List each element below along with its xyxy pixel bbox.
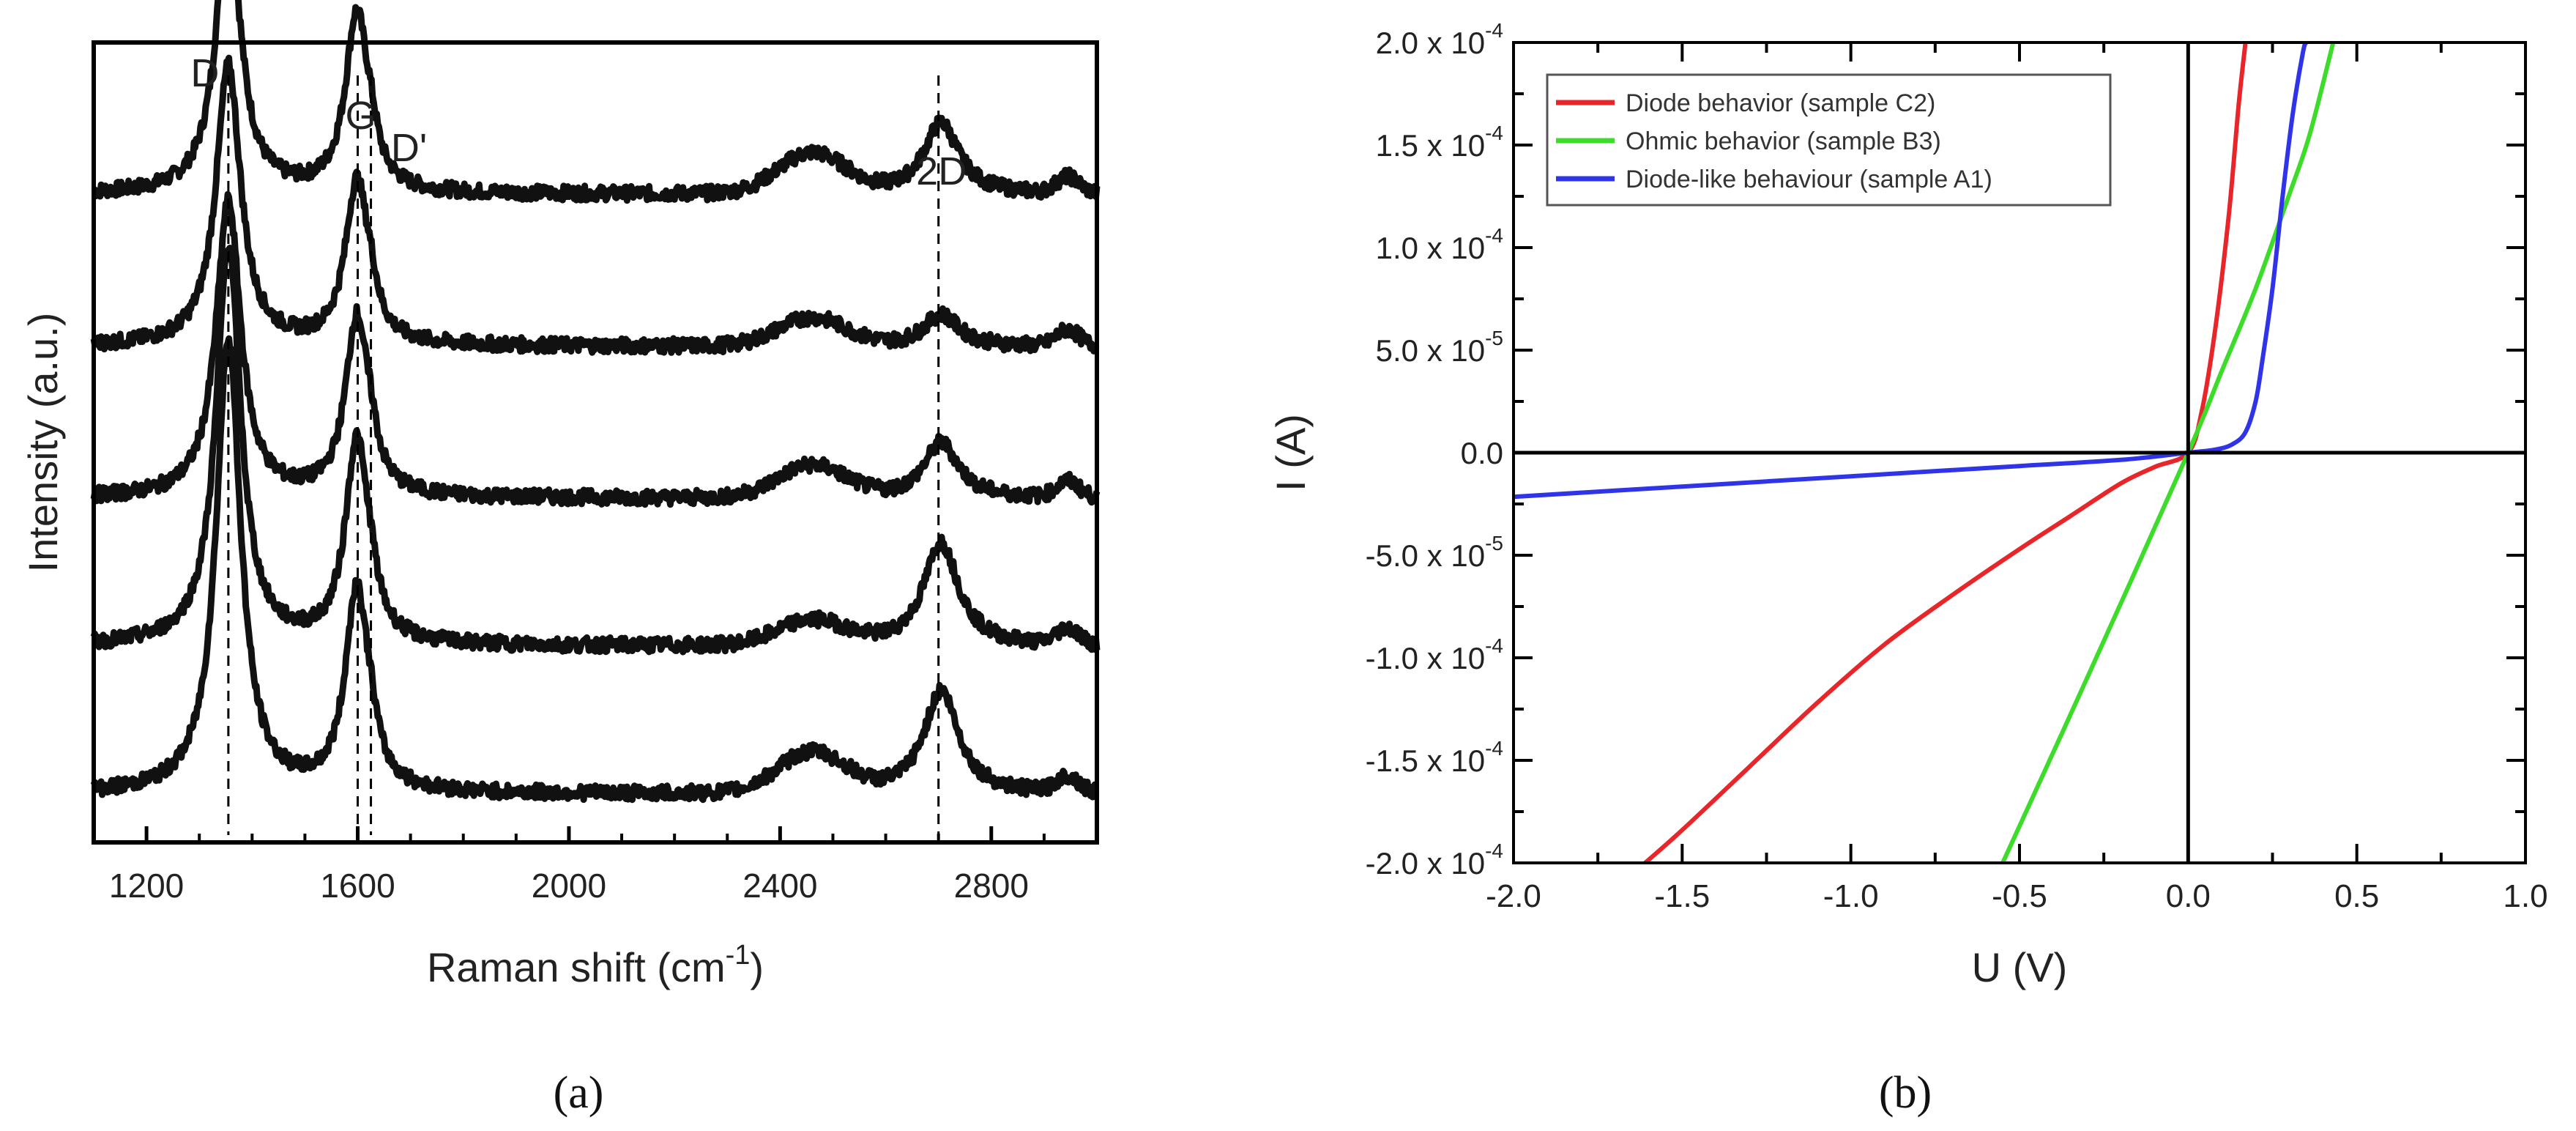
iv-y-tick-label: 1.0 x 10-4: [1376, 224, 1503, 265]
iv-legend: Diode behavior (sample C2) Ohmic behavio…: [1546, 73, 2112, 207]
iv-y-tick-label: 0.0: [1461, 436, 1503, 470]
raman-y-axis-title: Intensity (a.u.): [20, 313, 66, 573]
raman-panel: D G D' 2D 1200 1600 2000 2400 2800 Raman shift …: [20, 0, 1101, 1118]
iv-x-tick-label: -0.5: [1992, 878, 2047, 914]
iv-y-tick-label: 5.0 x 10-5: [1376, 327, 1503, 368]
raman-spectrum-line: [91, 0, 1101, 204]
iv-y-tick-labels: 2.0 x 10-4 1.5 x 10-4 1.0 x 10-4 5.0 x 10-5…: [1366, 19, 1503, 880]
iv-y-axis-title: I (A): [1267, 414, 1314, 492]
iv-y-tick-label: -1.5 x 10-4: [1366, 737, 1503, 778]
raman-x-tick-label: 1600: [320, 867, 395, 905]
iv-x-tick-label: 0.0: [2166, 878, 2211, 914]
panel-label-a: (a): [554, 1068, 604, 1118]
iv-y-tick-label: 1.5 x 10-4: [1376, 122, 1503, 163]
raman-peak-dashed-lines: [227, 75, 940, 835]
iv-x-tick-label: 1.0: [2503, 878, 2547, 914]
iv-y-tick-label: -5.0 x 10-5: [1366, 532, 1503, 573]
panel-label-b: (b): [1879, 1068, 1932, 1118]
iv-y-tick-label: -1.0 x 10-4: [1366, 634, 1503, 675]
raman-peak-labels: D G D' 2D: [190, 51, 967, 193]
iv-series-line: [1643, 42, 2248, 865]
iv-y-tick-label: -2.0 x 10-4: [1366, 839, 1503, 880]
raman-spectrum-line: [90, 335, 1100, 804]
iv-x-tick-label: -1.5: [1654, 878, 1710, 914]
iv-x-tick-label: 0.5: [2334, 878, 2379, 914]
raman-peak-label: D': [391, 126, 427, 170]
iv-x-axis-title: U (V): [1972, 944, 2068, 990]
legend-label-diode: Diode behavior (sample C2): [1626, 89, 1935, 117]
raman-spectrum-line: [90, 245, 1101, 656]
iv-panel: -2.0 -1.5 -1.0 -0.5 0.0 0.5 1.0 2.0 x 10-4 1.5 …: [1267, 19, 2548, 1118]
iv-series-line: [2000, 42, 2336, 864]
raman-spectrum-line: [90, 190, 1101, 508]
raman-peak-label: D: [190, 51, 219, 95]
raman-x-tick-label: 2000: [532, 867, 606, 905]
raman-x-axis-title: Raman shift (cm-1): [427, 940, 764, 990]
raman-spectra: [90, 0, 1101, 804]
iv-curves: [1513, 41, 2336, 865]
iv-x-tick-label: -1.0: [1823, 878, 1879, 914]
iv-series-line: [1513, 41, 2309, 500]
iv-legend-box: [1546, 73, 2112, 207]
raman-peak-label: G: [346, 94, 376, 138]
iv-x-tick-label: -2.0: [1486, 878, 1541, 914]
raman-x-axis: 1200 1600 2000 2400 2800: [92, 826, 1098, 905]
raman-plot-frame: [92, 40, 1099, 845]
raman-x-tick-label: 2400: [742, 867, 817, 905]
raman-peak-label: 2D: [916, 149, 967, 193]
legend-label-ohmic: Ohmic behavior (sample B3): [1626, 127, 1941, 155]
raman-x-tick-label: 2800: [954, 867, 1029, 905]
raman-spectrum-line: [90, 54, 1100, 356]
iv-plot-frame: [1512, 41, 2527, 864]
iv-y-tick-label: 2.0 x 10-4: [1376, 19, 1503, 60]
legend-label-diode-like: Diode-like behaviour (sample A1): [1626, 166, 1992, 193]
iv-x-tick-labels: -2.0 -1.5 -1.0 -0.5 0.0 0.5 1.0: [1486, 878, 2548, 914]
raman-x-tick-label: 1200: [109, 867, 184, 905]
